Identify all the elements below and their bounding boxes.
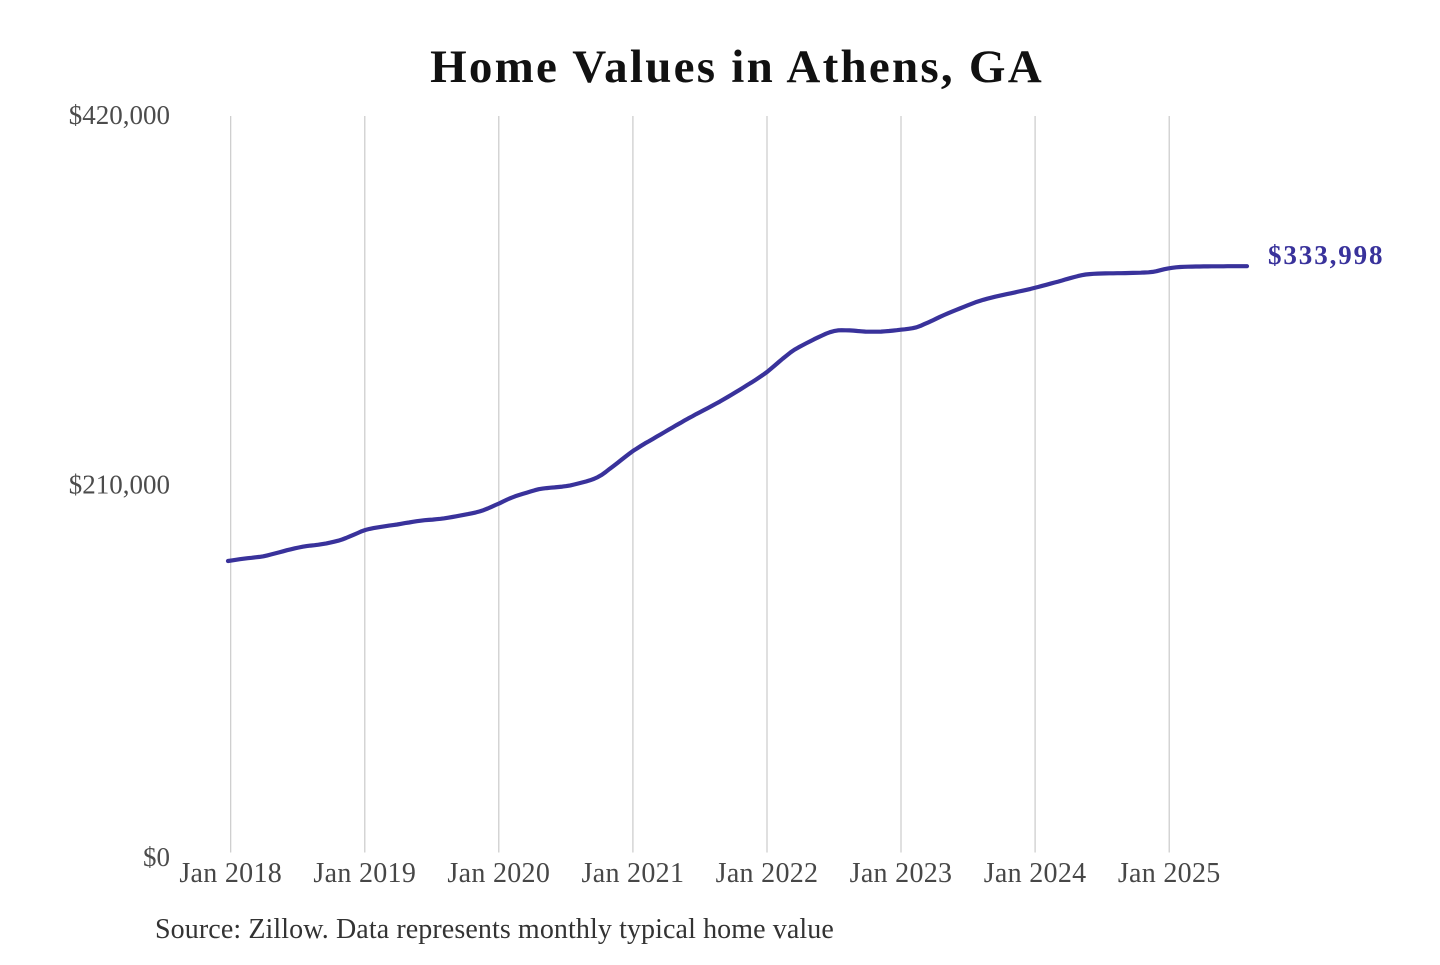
svg-text:Source: Zillow. Data represent: Source: Zillow. Data represents monthly … [155,914,834,945]
svg-text:$210,000: $210,000 [69,470,170,500]
svg-text:Jan 2025: Jan 2025 [1118,858,1221,889]
svg-text:$0: $0 [143,842,170,872]
svg-text:Jan 2018: Jan 2018 [179,858,282,889]
svg-text:Jan 2024: Jan 2024 [984,858,1087,889]
svg-text:Home Values in Athens, GA: Home Values in Athens, GA [430,41,1044,93]
svg-text:Jan 2023: Jan 2023 [850,858,953,889]
svg-text:Jan 2021: Jan 2021 [582,858,685,889]
svg-text:Jan 2020: Jan 2020 [447,858,550,889]
svg-text:$420,000: $420,000 [69,100,170,130]
svg-text:Jan 2019: Jan 2019 [313,858,416,889]
svg-text:Jan 2022: Jan 2022 [716,858,819,889]
svg-text:$333,998: $333,998 [1268,240,1384,270]
